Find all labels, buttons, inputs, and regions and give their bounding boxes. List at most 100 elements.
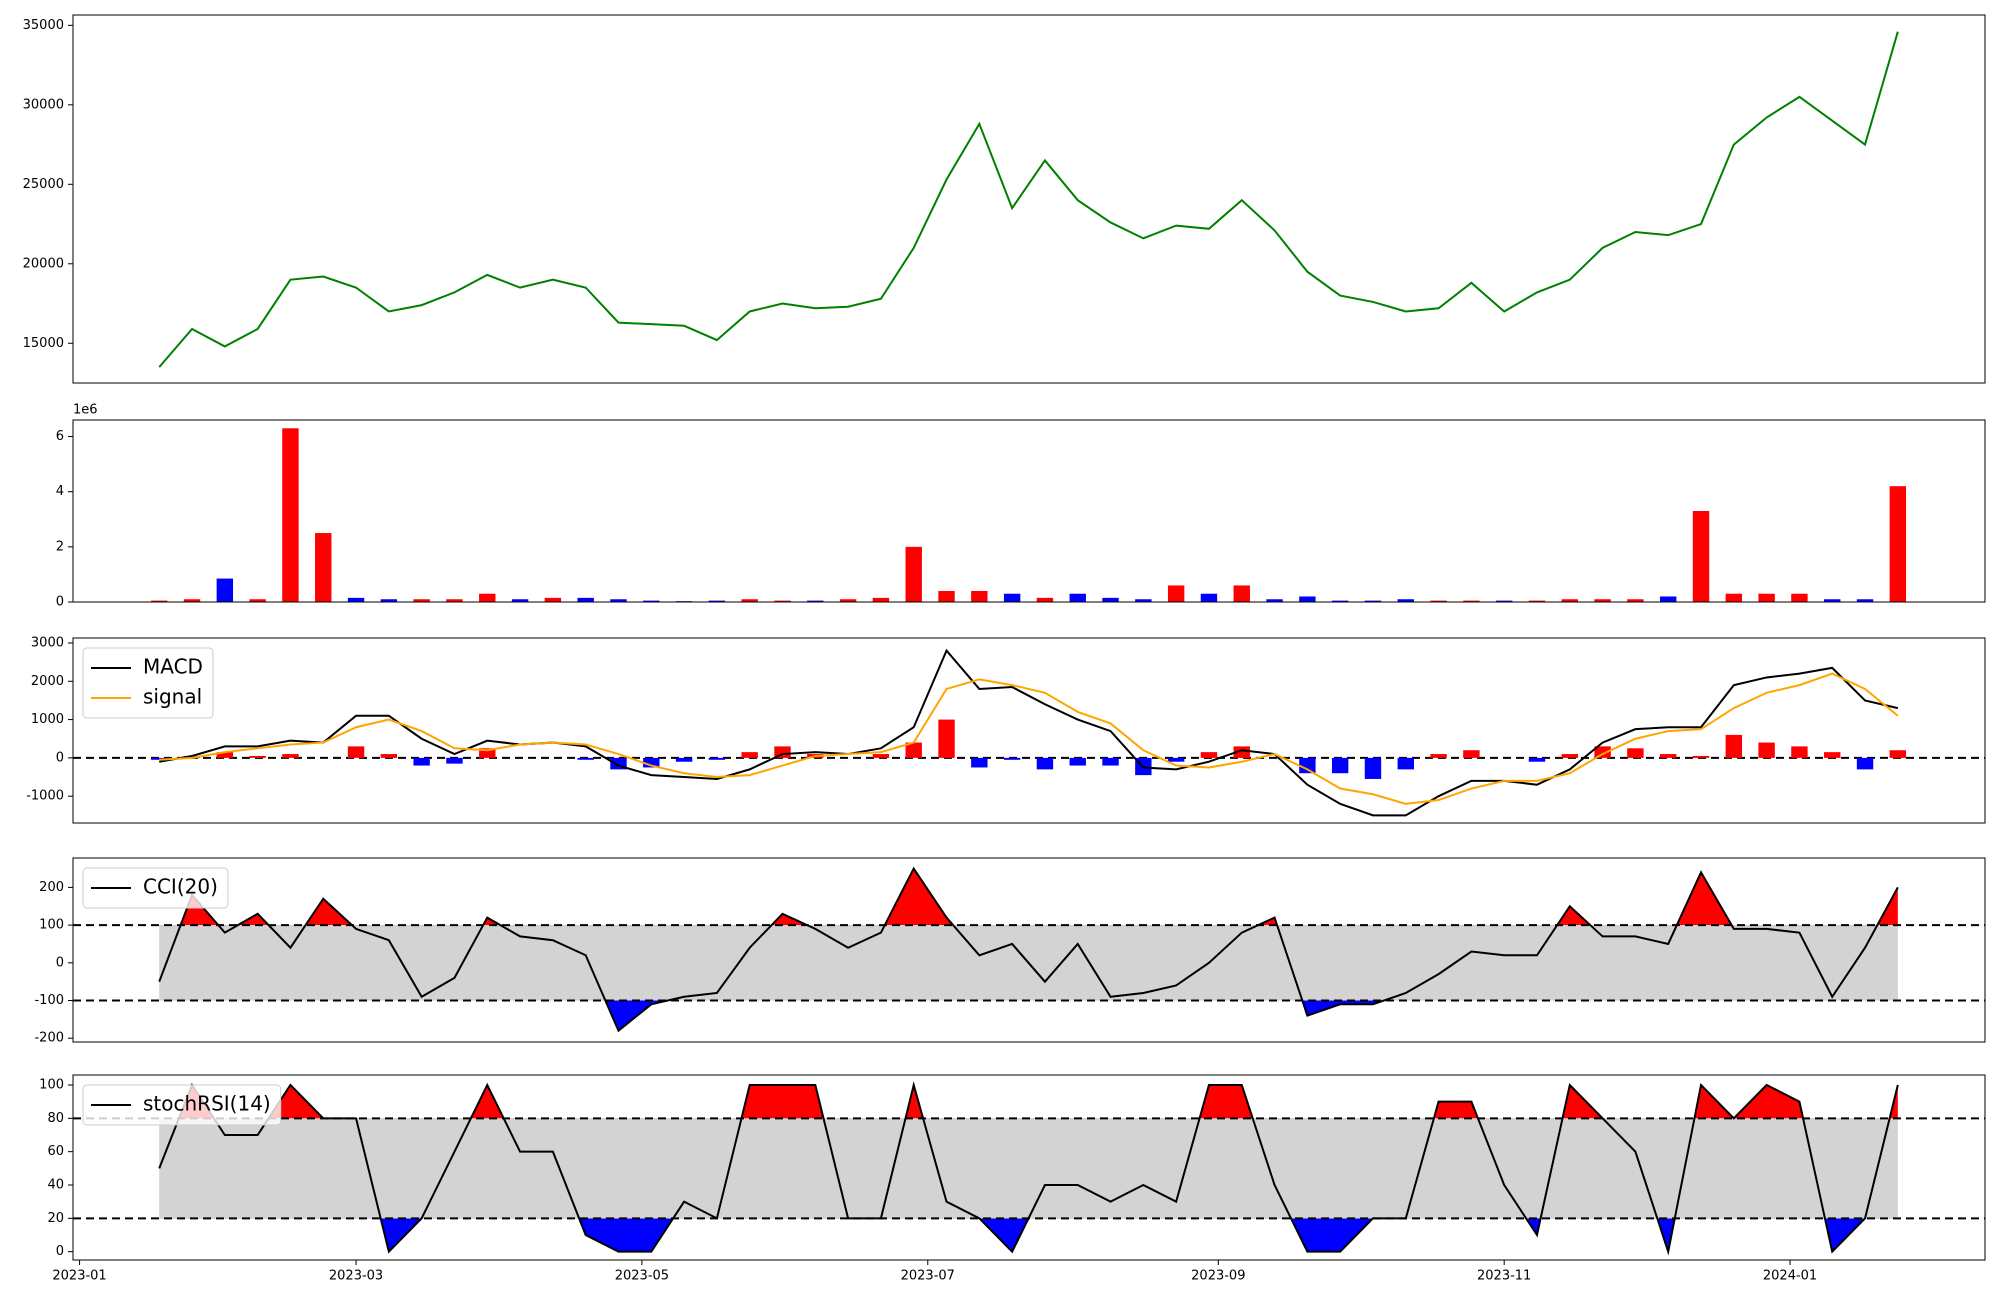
histogram-bar — [1463, 750, 1480, 758]
volume-bar — [1758, 593, 1775, 602]
volume-bar — [1692, 511, 1710, 602]
volume-bar — [216, 578, 234, 602]
histogram-bar — [708, 757, 726, 760]
histogram-bar — [938, 719, 955, 758]
histogram-bar — [1102, 757, 1119, 766]
y-tick-label: 3000 — [31, 635, 64, 650]
y-tick-label: -1000 — [26, 789, 64, 804]
y-tick-label: 1000 — [31, 712, 64, 727]
y-tick-label: -200 — [34, 1031, 64, 1046]
oversold-fill — [159, 1218, 1898, 1252]
histogram-bar — [1233, 746, 1250, 758]
y-tick-label: 0 — [56, 595, 64, 610]
volume-bar — [1102, 597, 1119, 602]
volume-bar — [1266, 599, 1283, 602]
histogram-bar — [1331, 757, 1349, 774]
histogram-bar — [1397, 757, 1414, 770]
histogram-bar — [1167, 757, 1185, 762]
offset-label: 1e6 — [73, 403, 98, 418]
volume-bar — [413, 599, 430, 602]
y-tick-label: 2000 — [31, 674, 64, 689]
x-tick-label: 2023-11 — [1477, 1269, 1531, 1284]
volume-bar — [1660, 596, 1677, 602]
histogram-bar — [610, 757, 627, 770]
volume-bar — [511, 599, 529, 602]
volume-bar — [1135, 599, 1152, 602]
volume-bar — [872, 597, 890, 602]
y-tick-label: -100 — [34, 993, 64, 1008]
legend: stochRSI(14) — [82, 1084, 282, 1126]
x-tick-label: 2023-09 — [1191, 1269, 1245, 1284]
histogram-bar — [1036, 757, 1054, 770]
histogram-bar — [1856, 757, 1874, 770]
volume-bar — [1594, 599, 1611, 602]
histogram-bar — [872, 754, 890, 758]
legend-box — [82, 1084, 282, 1126]
legend-label: stochRSI(14) — [143, 1092, 271, 1116]
y-tick-label: 20 — [47, 1211, 64, 1226]
histogram-bar — [1069, 757, 1086, 766]
volume-bar — [1036, 597, 1054, 602]
panel-frame — [72, 419, 1986, 603]
panel-frame — [72, 637, 1986, 824]
x-tick-label: 2023-07 — [901, 1269, 955, 1284]
legend-label: MACD — [143, 655, 203, 679]
histogram-bar — [1791, 746, 1808, 758]
panel — [151, 428, 1907, 602]
histogram-bar — [643, 757, 660, 768]
series-line — [159, 672, 1899, 805]
x-tick-label: 2024-01 — [1763, 1269, 1817, 1284]
histogram-bar — [380, 754, 398, 758]
legend-label: signal — [143, 685, 202, 709]
histogram-bar — [1889, 750, 1907, 758]
volume-bar — [1200, 593, 1218, 602]
y-tick-label: 2 — [56, 539, 64, 554]
y-tick-label: 100 — [39, 1078, 64, 1093]
volume-bar — [151, 600, 168, 602]
histogram-bar — [1430, 754, 1447, 758]
volume-bar — [1627, 599, 1644, 602]
histogram-bar — [1627, 748, 1644, 758]
histogram-bar — [1364, 757, 1382, 779]
volume-bar — [1397, 599, 1414, 602]
y-tick-label: 0 — [56, 955, 64, 970]
y-tick-label: 40 — [47, 1178, 64, 1193]
panel — [73, 866, 1985, 1033]
histogram-bar — [1003, 757, 1021, 760]
volume-bar — [1299, 596, 1316, 602]
volume-bar — [446, 599, 463, 602]
histogram-bar — [675, 757, 693, 762]
volume-bar — [938, 590, 955, 602]
y-tick-label: 80 — [47, 1111, 64, 1126]
volume-bar — [1069, 593, 1086, 602]
histogram-bar — [282, 754, 299, 758]
volume-bar — [282, 428, 299, 602]
panel — [158, 31, 1899, 368]
panel-frame — [72, 857, 1986, 1043]
legend: MACD signal — [82, 647, 214, 719]
x-tick-label: 2023-05 — [615, 1269, 669, 1284]
volume-bar — [1725, 593, 1743, 602]
y-tick-label: 35000 — [23, 18, 64, 33]
y-tick-label: 25000 — [23, 177, 64, 192]
histogram-bar — [1200, 752, 1218, 758]
overbought-fill — [178, 1085, 1898, 1119]
series-line — [158, 866, 1899, 1033]
histogram-bar — [1824, 752, 1841, 758]
histogram-bar — [774, 746, 791, 758]
volume-bar — [1824, 599, 1841, 602]
histogram-bar — [1692, 755, 1710, 758]
volume-bar — [1003, 593, 1021, 602]
histogram-bar — [971, 757, 988, 768]
histogram-bar — [446, 757, 463, 764]
legend: CCI(20) — [82, 867, 229, 909]
x-tick-label: 2023-01 — [52, 1269, 106, 1284]
y-tick-label: 60 — [47, 1144, 64, 1159]
volume-bar — [1331, 600, 1349, 602]
volume-bar — [741, 599, 758, 602]
volume-bar — [1791, 593, 1808, 602]
legend-box — [82, 647, 214, 719]
panel — [73, 648, 1985, 817]
volume-bar — [610, 599, 627, 602]
